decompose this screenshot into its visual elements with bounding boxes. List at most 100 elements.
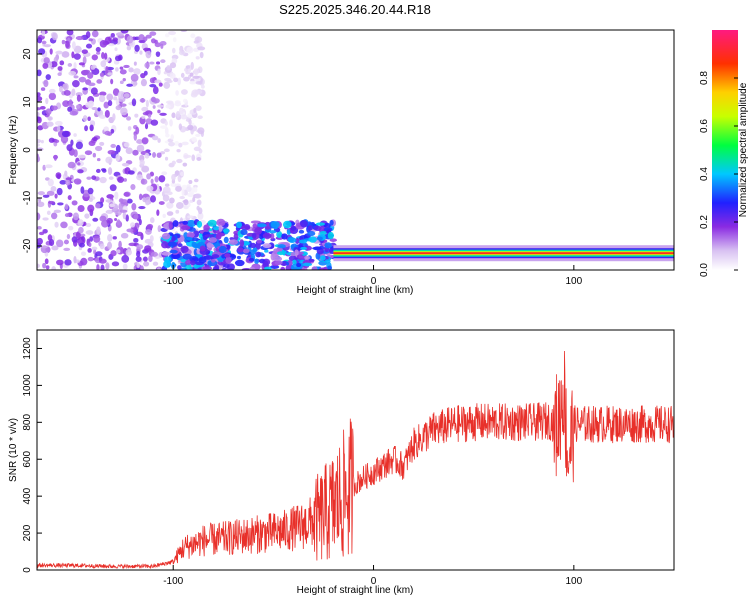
- heatmap-cell: [187, 192, 195, 198]
- heatmap-cell: [150, 119, 159, 126]
- heatmap-cell: [121, 254, 130, 263]
- heatmap-cell: [70, 139, 74, 147]
- heatmap-cell: [110, 143, 117, 149]
- heatmap-cell: [80, 251, 87, 256]
- heatmap-cell: [91, 54, 98, 61]
- heatmap-cell: [144, 62, 150, 69]
- heatmap-cell: [150, 178, 154, 185]
- heatmap-cell: [119, 66, 124, 70]
- heatmap-cell: [120, 232, 129, 239]
- heatmap-cell: [171, 160, 176, 165]
- heatmap-cell: [107, 233, 113, 242]
- heatmap-cell: [64, 203, 69, 210]
- heatmap-cell: [99, 215, 107, 222]
- y-tick-label: 1000: [22, 374, 33, 397]
- heatmap-cell: [125, 214, 129, 222]
- heatmap-cell: [96, 264, 100, 270]
- heatmap-cell: [177, 265, 182, 270]
- heatmap-cell: [78, 76, 87, 83]
- heatmap-cell: [208, 237, 217, 243]
- heatmap-cell: [269, 265, 280, 269]
- heatmap-cell: [111, 261, 120, 267]
- heatmap-cell: [146, 173, 152, 180]
- heatmap-cell: [327, 265, 333, 270]
- heatmap-cell: [131, 98, 137, 107]
- heatmap-cell: [187, 124, 194, 131]
- heatmap-cell: [319, 230, 328, 235]
- heatmap-cell: [163, 260, 171, 268]
- heatmap-cell: [276, 251, 285, 256]
- heatmap-cell: [120, 107, 128, 116]
- heatmap-cell: [107, 100, 113, 107]
- heatmap-cell: [211, 259, 216, 263]
- heatmap-cell: [64, 213, 70, 218]
- heatmap-cell: [145, 99, 149, 108]
- heatmap-cell: [160, 43, 164, 49]
- heatmap-cell: [40, 87, 46, 91]
- heatmap-cell: [176, 148, 181, 153]
- heatmap-cell: [300, 220, 308, 228]
- heatmap-cell: [141, 137, 149, 145]
- heatmap-cell: [207, 219, 217, 227]
- heatmap-cell: [41, 40, 47, 45]
- heatmap-cell: [197, 139, 202, 148]
- heatmap-cell: [82, 56, 87, 65]
- heatmap-cell: [195, 133, 201, 138]
- heatmap-cell: [180, 114, 188, 120]
- heatmap-cell: [138, 218, 142, 226]
- heatmap-cell: [164, 183, 170, 187]
- heatmap-cell: [86, 176, 92, 180]
- heatmap-cell: [85, 230, 94, 235]
- heatmap-cell: [71, 200, 78, 206]
- heatmap-cell: [95, 145, 103, 152]
- heatmap-cell: [159, 112, 167, 116]
- heatmap-cell: [126, 35, 134, 44]
- heatmap-cell: [196, 220, 203, 228]
- heatmap-cell: [72, 80, 80, 88]
- colorbar-ticks: 0.0 0.2 0.4 0.6 0.8: [699, 71, 738, 277]
- heatmap-cell: [168, 30, 177, 36]
- heatmap-cell: [153, 98, 160, 104]
- heatmap-cell: [176, 158, 183, 164]
- heatmap-cell: [88, 100, 94, 107]
- heatmap-cell: [105, 262, 110, 270]
- heatmap-cell: [87, 248, 92, 253]
- heatmap-cell: [243, 223, 251, 230]
- y-tick-label: 10: [22, 96, 33, 108]
- heatmap-cell: [197, 115, 203, 120]
- heatmap-cell: [99, 243, 105, 250]
- heatmap-cell: [112, 113, 116, 121]
- colorbar-label: Normalized spectral amplitude: [738, 82, 749, 217]
- heatmap-cell: [169, 249, 178, 254]
- heatmap-cell: [60, 221, 68, 229]
- heatmap-cell: [37, 201, 45, 208]
- heatmap-cell: [99, 91, 107, 96]
- heatmap-cell: [255, 242, 261, 250]
- heatmap-cell: [95, 251, 103, 257]
- heatmap-cell: [119, 209, 128, 213]
- heatmap-cell: [84, 125, 88, 132]
- heatmap-cell: [122, 211, 127, 220]
- heatmap-cell: [67, 161, 76, 169]
- heatmap-cell: [162, 194, 170, 202]
- heatmap-cell: [51, 245, 59, 251]
- heatmap-cell: [62, 100, 70, 108]
- heatmap-cell: [66, 30, 74, 36]
- heatmap-cell: [173, 77, 179, 83]
- heatmap-cell: [162, 186, 171, 194]
- heatmap-cell: [144, 245, 152, 252]
- heatmap-cell: [250, 242, 256, 249]
- heatmap-cell: [196, 199, 202, 206]
- heatmap-cell: [158, 175, 166, 183]
- heatmap-cell: [296, 263, 302, 268]
- heatmap-cell: [123, 64, 130, 69]
- y-tick-label: 400: [22, 487, 33, 504]
- heatmap-cell: [182, 98, 187, 103]
- heatmap-cell: [83, 69, 91, 74]
- heatmap-cell: [157, 68, 161, 76]
- heatmap-cell: [171, 236, 176, 242]
- heatmap-cell: [101, 52, 105, 59]
- heatmap-cell: [212, 226, 220, 231]
- heatmap-cell: [99, 72, 105, 77]
- heatmap-cell: [272, 256, 283, 262]
